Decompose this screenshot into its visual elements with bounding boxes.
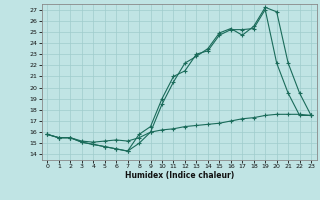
X-axis label: Humidex (Indice chaleur): Humidex (Indice chaleur) xyxy=(124,171,234,180)
